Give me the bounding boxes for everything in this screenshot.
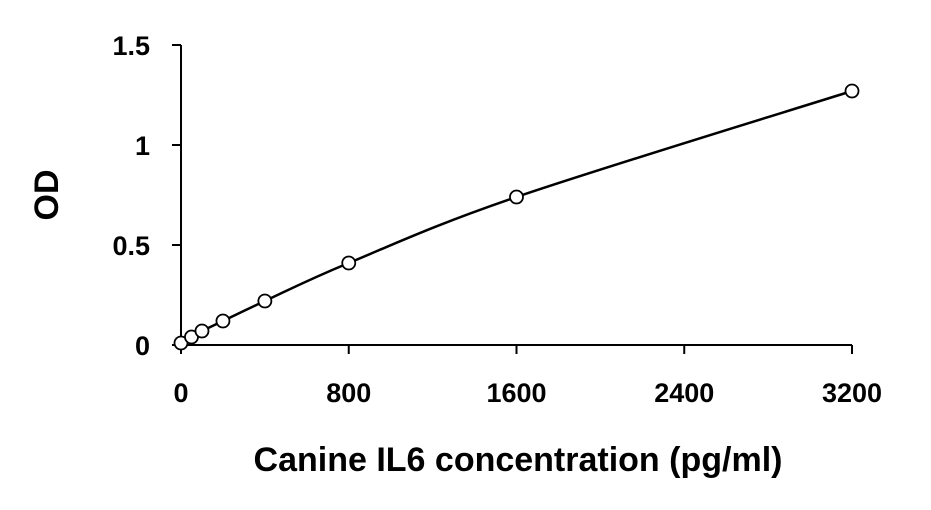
y-axis-title: OD <box>28 170 66 221</box>
trendline-path <box>180 89 853 345</box>
y-axis: 0 0.5 1 1.5 <box>112 31 182 361</box>
data-points <box>173 83 860 351</box>
x-axis: 0 800 1600 2400 3200 <box>173 344 882 408</box>
y-ticks: 0 0.5 1 1.5 <box>112 31 181 361</box>
y-tick-label: 0 <box>135 331 150 361</box>
data-point <box>215 313 231 329</box>
x-ticks: 0 800 1600 2400 3200 <box>173 345 882 408</box>
data-point <box>341 255 357 271</box>
y-tick-label: 0.5 <box>112 231 150 261</box>
x-axis-title: Canine IL6 concentration (pg/ml) <box>254 441 783 479</box>
y-tick-label: 1 <box>135 131 150 161</box>
x-tick-label: 0 <box>173 378 188 408</box>
data-point <box>257 293 273 309</box>
data-point <box>194 323 210 339</box>
x-tick-label: 3200 <box>822 378 882 408</box>
x-tick-label: 800 <box>326 378 371 408</box>
data-point <box>844 83 860 99</box>
trendline <box>180 89 853 345</box>
x-tick-label: 2400 <box>654 378 714 408</box>
y-tick-label: 1.5 <box>112 31 150 61</box>
data-point <box>509 189 524 205</box>
x-tick-label: 1600 <box>486 378 546 408</box>
